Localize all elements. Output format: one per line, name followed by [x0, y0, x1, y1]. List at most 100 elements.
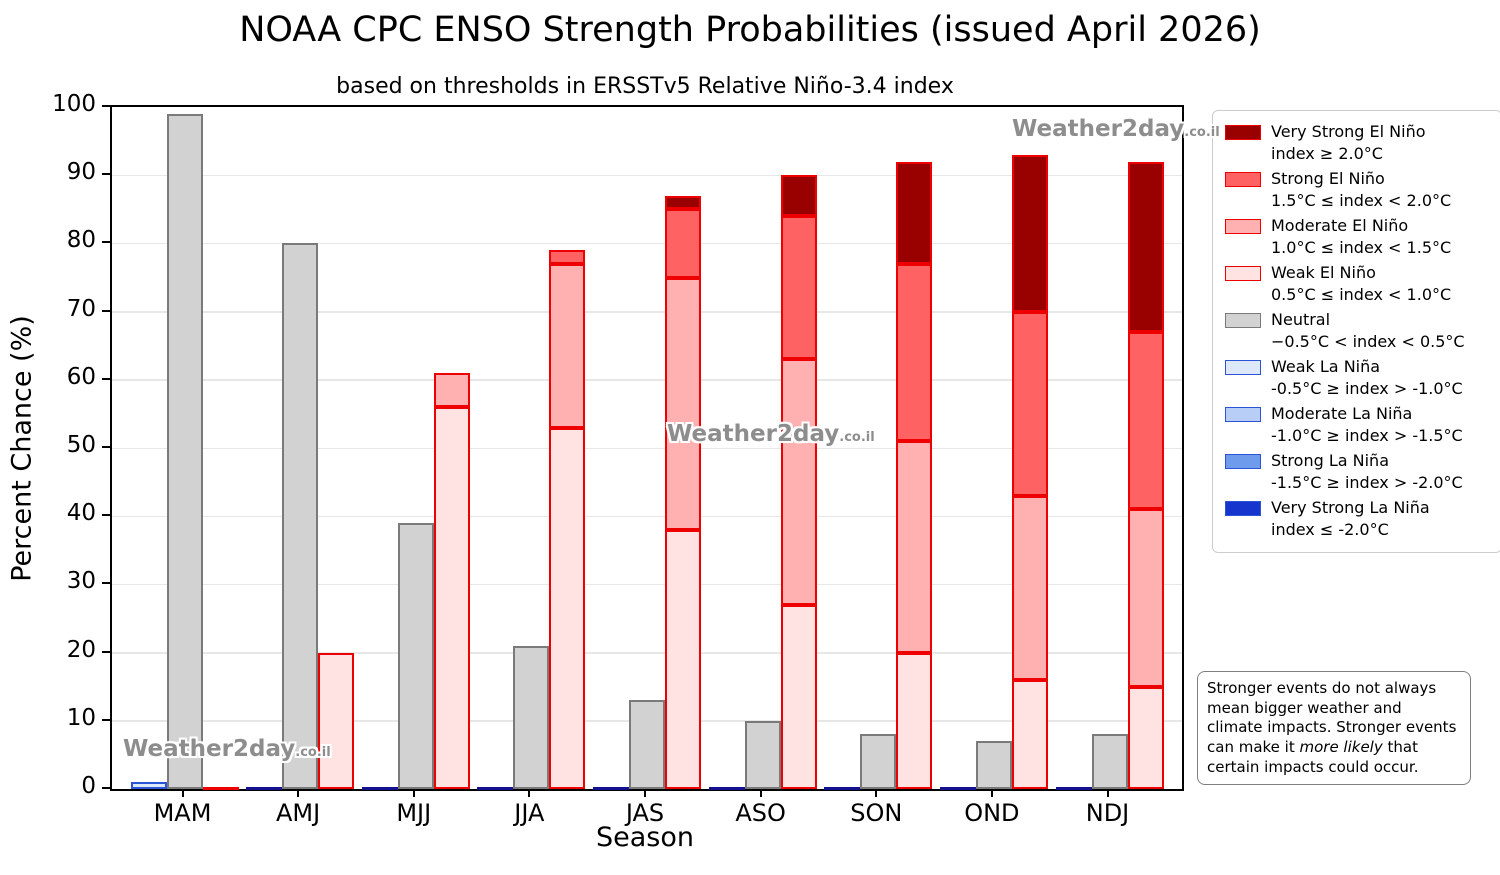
watermark-main-text: Weather2day [1012, 116, 1185, 142]
el-nino-zero-bar [202, 787, 239, 790]
legend-category-range: −0.5°C < index < 0.5°C [1271, 331, 1465, 351]
y-axis-label: Percent Chance (%) [6, 315, 38, 582]
y-tick-label: 60 [66, 363, 96, 390]
legend-label: Weak La Niña -0.5°C ≥ index > -1.0°C [1271, 356, 1463, 400]
y-tick-label: 40 [66, 500, 96, 527]
note-text-pre: Stronger events do not always mean bigge… [1207, 679, 1457, 756]
legend-swatch [1225, 125, 1261, 140]
x-tick-mark [875, 789, 878, 797]
legend-category-range: 0.5°C ≤ index < 1.0°C [1271, 284, 1452, 304]
x-tick-mark [644, 789, 646, 797]
y-tick-label: 80 [66, 227, 96, 254]
gridline-90 [112, 174, 1182, 177]
legend-category-range: -0.5°C ≥ index > -1.0°C [1271, 378, 1463, 398]
legend-item: Strong La Niña -1.5°C ≥ index > -2.0°C [1223, 450, 1491, 494]
legend-item: Weak La Niña -0.5°C ≥ index > -1.0°C [1223, 356, 1491, 400]
el-nino-moderate-segment [665, 277, 701, 530]
y-tick-mark [102, 173, 110, 176]
la-nina-zero-bar [824, 787, 861, 790]
el-nino-very-strong-segment [1011, 154, 1048, 312]
legend-category-name: Strong El Niño [1271, 169, 1385, 188]
el-nino-weak-segment [1011, 679, 1048, 789]
note-box: Stronger events do not always mean bigge… [1197, 671, 1471, 786]
x-tick-mark [1106, 789, 1109, 797]
neutral-bar [629, 700, 665, 789]
la-nina-zero-bar [361, 787, 398, 790]
y-tick-mark [102, 446, 110, 448]
gridline-20 [112, 652, 1182, 654]
gridline-50 [112, 447, 1182, 449]
la-nina-zero-bar [246, 787, 283, 790]
chart-subtitle: based on thresholds in ERSSTv5 Relative … [336, 74, 954, 99]
neutral-bar [282, 243, 319, 789]
el-nino-strong-segment [1011, 311, 1048, 496]
el-nino-weak-segment [896, 652, 933, 789]
legend-category-range: 1.5°C ≤ index < 2.0°C [1271, 190, 1452, 210]
legend-category-name: Very Strong El Niño [1271, 122, 1426, 141]
x-tick-label: ASO [735, 799, 786, 827]
x-tick-label: SON [850, 799, 903, 827]
legend-label: Weak El Niño 0.5°C ≤ index < 1.0°C [1271, 262, 1451, 306]
legend-category-range: 1.0°C ≤ index < 1.5°C [1271, 237, 1452, 257]
legend-label: Strong El Niño 1.5°C ≤ index < 2.0°C [1271, 168, 1451, 212]
el-nino-weak-segment [433, 407, 470, 789]
legend-label: Very Strong La Niña index ≤ -2.0°C [1271, 497, 1430, 541]
el-nino-moderate-segment [433, 373, 470, 408]
watermark-logo: Weather2day.co.il [667, 421, 875, 447]
x-tick-label: MJJ [396, 799, 432, 827]
legend-swatch [1225, 407, 1261, 422]
el-nino-weak-segment [318, 652, 355, 789]
legend-label: Very Strong El Niño index ≥ 2.0°C [1271, 121, 1426, 165]
x-tick-label: AMJ [276, 799, 321, 827]
gridline-40 [112, 515, 1182, 518]
legend-category-name: Moderate El Niño [1271, 216, 1409, 235]
y-tick-mark [102, 514, 110, 517]
el-nino-very-strong-segment [1127, 161, 1164, 333]
legend-label: Neutral −0.5°C < index < 0.5°C [1271, 309, 1465, 353]
x-tick-mark [759, 789, 762, 797]
el-nino-strong-segment [549, 250, 586, 264]
el-nino-weak-segment [1127, 686, 1164, 789]
neutral-bar [397, 523, 434, 789]
la-nina-zero-bar [1055, 787, 1092, 790]
legend-category-range: -1.0°C ≥ index > -1.5°C [1271, 425, 1463, 445]
legend-item: Very Strong El Niño index ≥ 2.0°C [1223, 121, 1491, 165]
y-tick-mark [102, 718, 110, 721]
y-tick-label: 100 [52, 91, 96, 117]
y-tick-mark [102, 582, 110, 585]
el-nino-moderate-segment [1011, 495, 1048, 680]
note-text-italic: more likely [1299, 737, 1383, 756]
legend-category-range: index ≥ 2.0°C [1271, 143, 1383, 163]
neutral-bar [1091, 734, 1128, 789]
watermark-logo: Weather2day.co.il [1012, 116, 1220, 142]
y-tick-mark [102, 241, 110, 244]
la-nina-zero-bar [939, 787, 976, 790]
legend-label: Strong La Niña -1.5°C ≥ index > -2.0°C [1271, 450, 1463, 494]
x-tick-label: JJA [514, 799, 545, 827]
el-nino-very-strong-segment [780, 175, 817, 217]
legend-swatch [1225, 501, 1261, 516]
x-tick-label: MAM [153, 799, 212, 827]
legend-category-name: Very Strong La Niña [1271, 498, 1430, 517]
la-nina-zero-bar [477, 787, 514, 790]
el-nino-weak-segment [665, 529, 701, 789]
x-tick-mark [412, 789, 415, 797]
neutral-bar [975, 741, 1012, 789]
el-nino-very-strong-segment [896, 161, 933, 264]
legend-item: Weak El Niño 0.5°C ≤ index < 1.0°C [1223, 262, 1491, 306]
la-nina-zero-bar [708, 787, 745, 790]
y-tick-mark [102, 787, 110, 789]
legend-category-name: Weak El Niño [1271, 263, 1376, 282]
y-tick-label: 20 [66, 636, 96, 663]
legend-category-name: Weak La Niña [1271, 357, 1381, 376]
watermark-logo: Weather2day.co.il [123, 736, 331, 762]
el-nino-strong-segment [1127, 332, 1164, 510]
legend-swatch [1225, 172, 1261, 187]
legend-category-name: Strong La Niña [1271, 451, 1389, 470]
legend-swatch [1225, 313, 1261, 328]
y-tick-label: 30 [66, 568, 96, 595]
gridline-80 [112, 242, 1182, 245]
watermark-suffix-text: .co.il [839, 430, 875, 445]
legend-swatch [1225, 266, 1261, 281]
